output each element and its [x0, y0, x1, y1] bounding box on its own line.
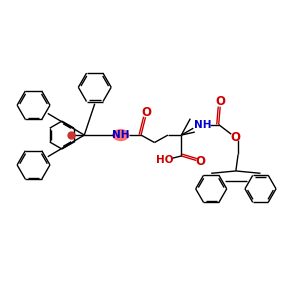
Text: O: O	[196, 155, 206, 168]
Text: O: O	[141, 106, 152, 119]
Text: NH: NH	[194, 120, 211, 130]
Text: NH: NH	[112, 130, 130, 140]
Text: O: O	[230, 131, 240, 144]
Ellipse shape	[113, 130, 128, 140]
Text: O: O	[216, 95, 226, 108]
Text: HO: HO	[156, 154, 174, 165]
